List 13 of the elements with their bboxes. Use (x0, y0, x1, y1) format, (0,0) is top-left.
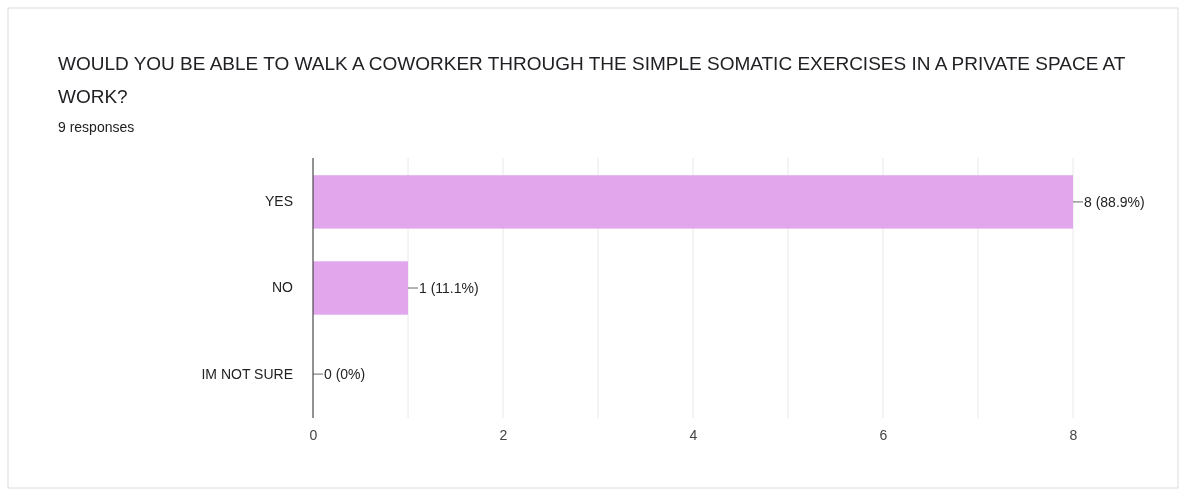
y-tick-label: IM NOT SURE (201, 365, 293, 382)
data-label: 8 (88.9%) (1084, 193, 1145, 210)
x-tick-label: 4 (689, 426, 698, 443)
x-tick-label: 8 (1069, 426, 1078, 443)
x-tick-label: 6 (879, 426, 888, 443)
chart-title: WOULD YOU BE ABLE TO WALK A COWORKER THROUGH THE SIMPLE SOMATIC EXERCISES IN A PRIVATE SPACE AT WORK? (58, 53, 1126, 107)
text: 9 responses (58, 119, 135, 135)
data-label: 1 (11.1%) (419, 279, 479, 296)
y-tick-label: NO (272, 279, 294, 296)
x-tick-label: 0 (309, 426, 318, 443)
data-label: 0 (0%) (324, 365, 366, 382)
x-tick-label: 2 (499, 426, 508, 443)
y-tick-label: YES (264, 193, 293, 210)
